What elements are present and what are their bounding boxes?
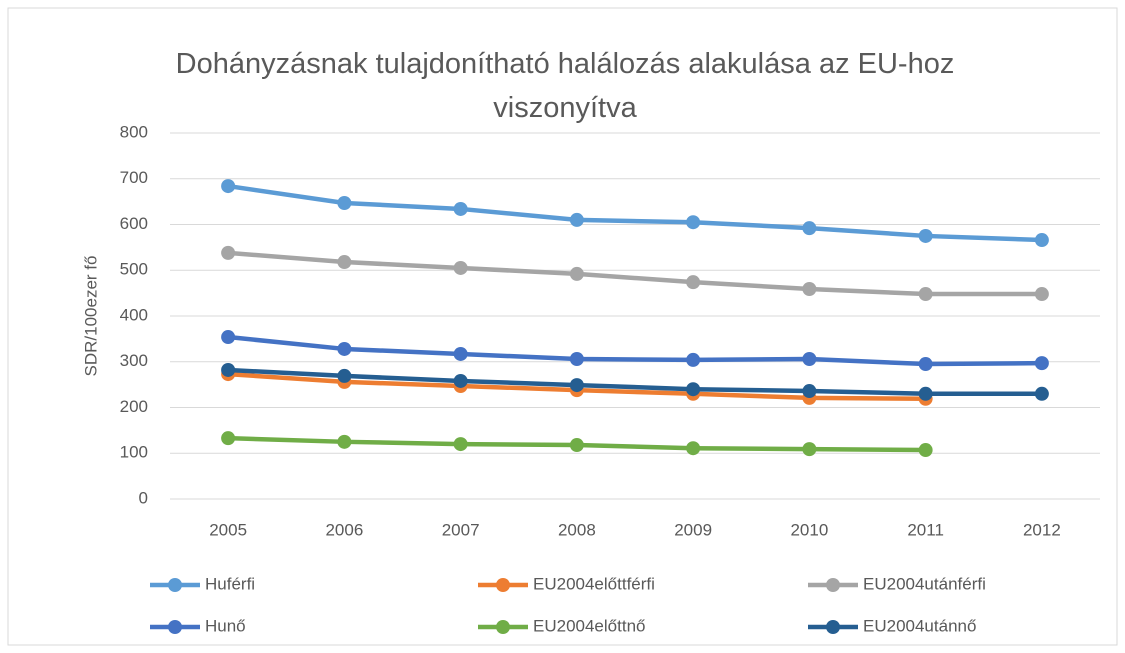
- y-tick-label: 0: [139, 488, 148, 507]
- legend-label: EU2004előttnő: [533, 616, 645, 635]
- data-point: [569, 438, 584, 453]
- data-point: [337, 434, 352, 449]
- data-point: [918, 443, 933, 458]
- y-tick-label: 300: [120, 351, 148, 370]
- x-tick-label: 2010: [790, 520, 828, 539]
- data-point: [918, 357, 933, 372]
- y-tick-label: 500: [120, 260, 148, 279]
- legend-marker: [826, 578, 840, 592]
- data-point: [918, 228, 933, 243]
- y-tick-label: 400: [120, 305, 148, 324]
- data-point: [221, 179, 236, 194]
- data-point: [221, 431, 236, 446]
- y-axis-label: SDR/100ezer fő: [81, 256, 100, 377]
- data-point: [686, 382, 701, 397]
- data-point: [1034, 356, 1049, 371]
- data-point: [569, 352, 584, 367]
- data-point: [686, 441, 701, 456]
- data-point: [686, 352, 701, 367]
- y-tick-label: 100: [120, 443, 148, 462]
- y-tick-label: 800: [120, 122, 148, 141]
- data-point: [686, 275, 701, 290]
- x-tick-label: 2012: [1023, 520, 1061, 539]
- data-point: [569, 212, 584, 227]
- chart-title: Dohányzásnak tulajdonítható halálozás al…: [175, 48, 955, 124]
- legend-marker: [496, 620, 510, 634]
- legend-label: Hunő: [205, 616, 246, 635]
- data-point: [802, 221, 817, 236]
- chart-border: [7, 7, 1118, 646]
- data-point: [1034, 287, 1049, 302]
- data-point: [337, 341, 352, 356]
- data-point: [221, 330, 236, 345]
- x-tick-label: 2007: [442, 520, 480, 539]
- data-point: [1034, 386, 1049, 401]
- data-point: [918, 287, 933, 302]
- legend-marker: [496, 578, 510, 592]
- data-point: [569, 378, 584, 393]
- data-point: [453, 437, 468, 452]
- legend-marker: [168, 578, 182, 592]
- data-point: [802, 442, 817, 457]
- x-tick-label: 2005: [209, 520, 247, 539]
- data-point: [918, 386, 933, 401]
- data-point: [337, 195, 352, 210]
- legend-marker: [826, 620, 840, 634]
- data-point: [221, 245, 236, 260]
- y-tick-label: 200: [120, 397, 148, 416]
- data-point: [453, 201, 468, 216]
- data-point: [802, 384, 817, 399]
- x-tick-label: 2011: [907, 520, 944, 539]
- x-tick-label: 2006: [325, 520, 363, 539]
- data-point: [686, 215, 701, 230]
- legend-label: EU2004előttférfi: [533, 574, 655, 593]
- data-point: [337, 255, 352, 270]
- data-point: [221, 362, 236, 377]
- legend-marker: [168, 620, 182, 634]
- data-point: [802, 352, 817, 367]
- series-line: [227, 183, 1042, 243]
- data-point: [1034, 233, 1049, 248]
- series-line: [227, 334, 1042, 367]
- legend-label: EU2004utánnő: [863, 616, 976, 635]
- data-point: [569, 266, 584, 281]
- legend-label: EU2004utánférfi: [863, 574, 986, 593]
- series-line: [228, 367, 1042, 397]
- data-point: [453, 373, 468, 388]
- x-tick-label: 2008: [558, 520, 596, 539]
- y-tick-label: 700: [120, 168, 148, 187]
- data-point: [337, 368, 352, 383]
- data-point: [453, 260, 468, 275]
- x-tick-label: 2009: [674, 520, 712, 539]
- data-point: [453, 346, 468, 361]
- legend-label: Huférfi: [205, 574, 255, 593]
- data-point: [802, 282, 817, 297]
- series-line: [227, 250, 1042, 297]
- y-tick-label: 600: [120, 214, 148, 233]
